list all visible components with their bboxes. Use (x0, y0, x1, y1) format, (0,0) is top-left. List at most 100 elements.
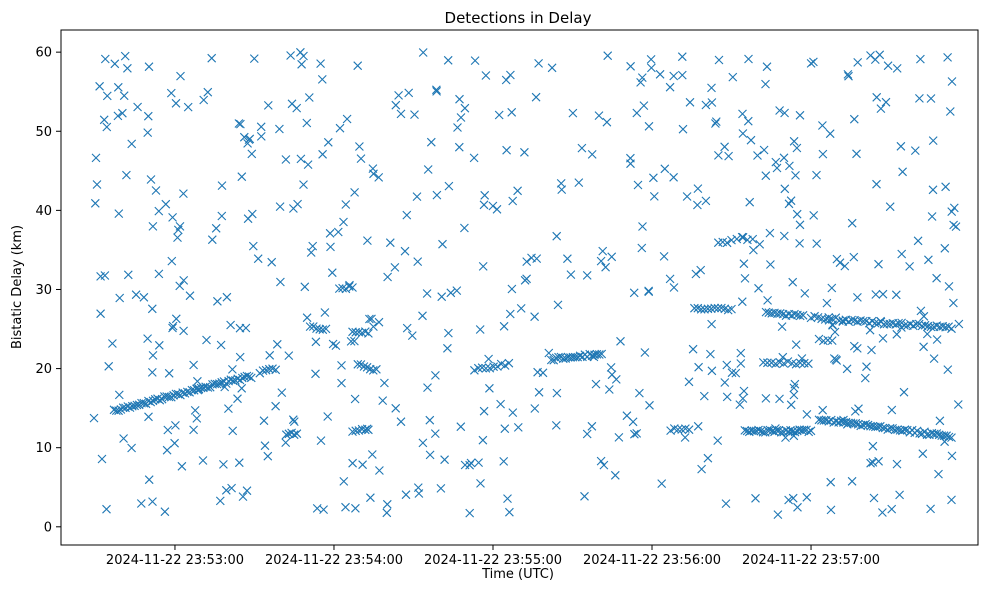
track-point (823, 335, 833, 345)
noise-point (626, 159, 635, 169)
noise-point (443, 55, 453, 65)
noise-point (812, 170, 821, 180)
noise-point (557, 185, 567, 194)
track-point (125, 403, 135, 412)
track-point (338, 283, 347, 293)
noise-point (127, 443, 136, 453)
track-point (292, 429, 302, 439)
noise-point (513, 423, 523, 432)
noise-point (505, 507, 514, 517)
noise-point (284, 351, 294, 360)
noise-point (185, 291, 195, 301)
track-point (477, 363, 487, 373)
track-point (359, 362, 369, 371)
chart-title: Detections in Delay (445, 9, 592, 27)
track-point (790, 427, 800, 437)
track-point (758, 358, 768, 367)
noise-point (751, 493, 760, 503)
noise-point (522, 257, 532, 266)
noise-point (325, 228, 335, 238)
noise-point (871, 290, 881, 299)
noise-point (599, 460, 609, 470)
noise-point (779, 153, 789, 163)
noise-point (183, 102, 193, 112)
noise-point (131, 290, 141, 300)
noise-point (594, 111, 604, 120)
noise-point (659, 252, 669, 261)
track-point (493, 362, 502, 371)
noise-point (897, 249, 907, 259)
track-point (558, 354, 568, 364)
noise-point (947, 207, 957, 216)
noise-point (826, 477, 836, 487)
noise-point (217, 181, 227, 190)
noise-point (566, 270, 576, 279)
track-point (942, 431, 951, 441)
track-point (114, 406, 123, 416)
noise-point (404, 88, 414, 98)
noise-point (531, 92, 541, 102)
track-point (875, 421, 885, 431)
noise-point (277, 388, 287, 397)
noise-point (713, 436, 723, 445)
noise-point (432, 87, 441, 96)
noise-point (637, 73, 647, 82)
track-point (212, 379, 222, 389)
noise-point (582, 271, 592, 280)
noise-point (207, 235, 217, 245)
noise-point (691, 269, 701, 279)
track-point (182, 387, 192, 397)
noise-point (685, 97, 695, 107)
noise-point (244, 135, 254, 144)
noise-point (320, 308, 330, 317)
noise-point (951, 222, 961, 231)
noise-point (488, 201, 498, 211)
noise-point (812, 239, 822, 248)
noise-point (707, 319, 716, 329)
noise-point (394, 91, 403, 100)
noise-point (943, 365, 953, 374)
noise-point (296, 47, 305, 57)
noise-point (777, 322, 787, 331)
noise-point (263, 101, 273, 110)
noise-point (919, 311, 929, 321)
noise-point (746, 135, 756, 145)
noise-point (771, 157, 781, 167)
noise-point (761, 79, 770, 89)
track-point (281, 430, 291, 440)
noise-point (466, 458, 476, 468)
noise-point (189, 360, 198, 370)
noise-point (276, 277, 285, 287)
track-point (364, 425, 373, 435)
track-point (732, 234, 742, 244)
noise-point (163, 425, 173, 435)
noise-point (507, 284, 517, 294)
track-point (244, 372, 254, 381)
noise-point (346, 337, 356, 346)
noise-point (243, 214, 253, 224)
noise-point (825, 129, 835, 139)
noise-point (701, 100, 711, 110)
noise-point (892, 459, 902, 469)
noise-point (614, 433, 624, 442)
noise-point (711, 119, 720, 128)
noise-point (127, 139, 137, 149)
noise-point (423, 165, 433, 174)
noise-point (786, 196, 796, 206)
noise-point (830, 327, 840, 337)
noise-point (720, 378, 730, 387)
track-point (673, 425, 683, 434)
noise-point (763, 296, 772, 305)
noise-point (238, 492, 248, 501)
noise-point (166, 88, 176, 98)
noise-point (918, 449, 928, 459)
noise-point (660, 164, 670, 174)
noise-point (118, 108, 127, 118)
noise-point (632, 108, 642, 118)
noise-point (423, 383, 432, 392)
noise-point (577, 143, 587, 153)
track-point (790, 309, 799, 319)
noise-point (827, 283, 837, 293)
noise-point (883, 61, 893, 71)
noise-point (221, 485, 231, 495)
